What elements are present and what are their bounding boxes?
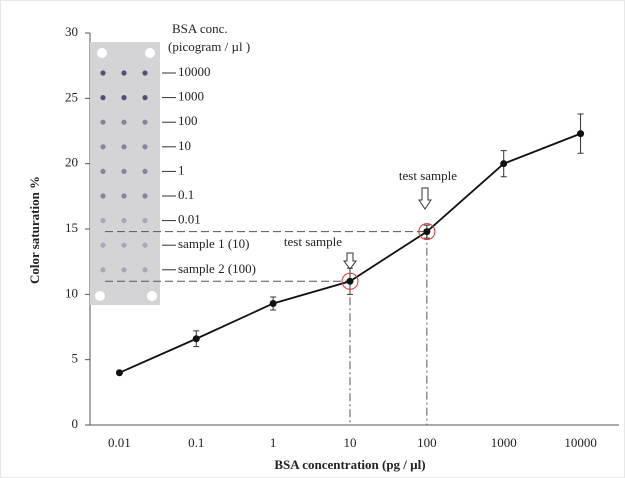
blot-hole	[145, 48, 155, 58]
inset-label: 10000	[178, 64, 211, 79]
annotation: test sample	[399, 168, 457, 183]
y-tick-label: 20	[65, 155, 78, 170]
blot-dot	[100, 144, 106, 150]
x-tick-label: 1000	[491, 435, 517, 450]
y-axis-title: Color saturation %	[27, 176, 42, 284]
blot-hole	[97, 48, 107, 58]
x-tick-label: 10	[344, 435, 357, 450]
blot-dot	[121, 267, 127, 273]
inset-label: 0.1	[178, 187, 194, 202]
blot-dot	[121, 119, 127, 125]
blot-dot	[142, 218, 148, 224]
inset-label: 0.01	[178, 212, 201, 227]
data-point	[346, 277, 354, 285]
data-point	[115, 369, 123, 377]
blot-dot	[142, 144, 148, 150]
arrow	[418, 187, 432, 210]
highlight-circle	[341, 272, 359, 290]
blot-dot	[142, 267, 148, 273]
data-point	[577, 130, 585, 138]
x-tick-label: 0.1	[188, 435, 204, 450]
blot-hole	[147, 291, 157, 301]
inset-title: BSA conc.	[172, 21, 228, 36]
y-tick-label: 30	[65, 24, 78, 39]
blot-dot	[100, 242, 106, 248]
inset-label: 1000	[178, 89, 204, 104]
inset-label: sample 1 (10)	[178, 236, 249, 251]
blot-dot	[121, 168, 127, 174]
blot-dot	[100, 119, 106, 125]
blot-dot	[142, 95, 148, 101]
blot-dot	[121, 95, 127, 101]
blot-dot	[142, 193, 148, 199]
blot-dot	[100, 193, 106, 199]
blot-dot	[100, 267, 106, 273]
data-point	[192, 335, 200, 343]
x-tick-label: 0.01	[108, 435, 131, 450]
blot-dot	[121, 193, 127, 199]
blot-dot	[121, 144, 127, 150]
data-point	[269, 299, 277, 307]
blot-dot	[142, 242, 148, 248]
inset-label: 100	[178, 113, 198, 128]
inset-title: (picogram / µl )	[168, 39, 250, 54]
y-tick-label: 5	[72, 351, 79, 366]
highlight-circle	[418, 223, 436, 241]
x-tick-label: 10000	[564, 435, 597, 450]
blot-dot	[100, 95, 106, 101]
blot-dot	[121, 218, 127, 224]
blot-dot	[142, 70, 148, 76]
data-point	[500, 160, 508, 168]
inset-label: sample 2 (100)	[178, 261, 256, 276]
inset-label: 1	[178, 162, 185, 177]
blot-dot	[100, 168, 106, 174]
data-point	[423, 228, 431, 236]
blot-dot	[142, 119, 148, 125]
inset-label: 10	[178, 138, 191, 153]
y-tick-label: 10	[65, 285, 78, 300]
y-tick-label: 0	[72, 416, 79, 431]
blot-dot	[142, 168, 148, 174]
annotation: test sample	[284, 234, 342, 249]
blot-dot	[100, 218, 106, 224]
blot-dot	[121, 242, 127, 248]
blot-dot	[121, 70, 127, 76]
blot-hole	[95, 291, 105, 301]
y-tick-label: 15	[65, 220, 78, 235]
x-tick-label: 1	[270, 435, 277, 450]
x-axis-title: BSA concentration (pg / µl)	[274, 457, 425, 472]
y-tick-label: 25	[65, 89, 78, 104]
x-tick-label: 100	[417, 435, 437, 450]
arrow	[343, 252, 357, 270]
blot-dot	[100, 70, 106, 76]
